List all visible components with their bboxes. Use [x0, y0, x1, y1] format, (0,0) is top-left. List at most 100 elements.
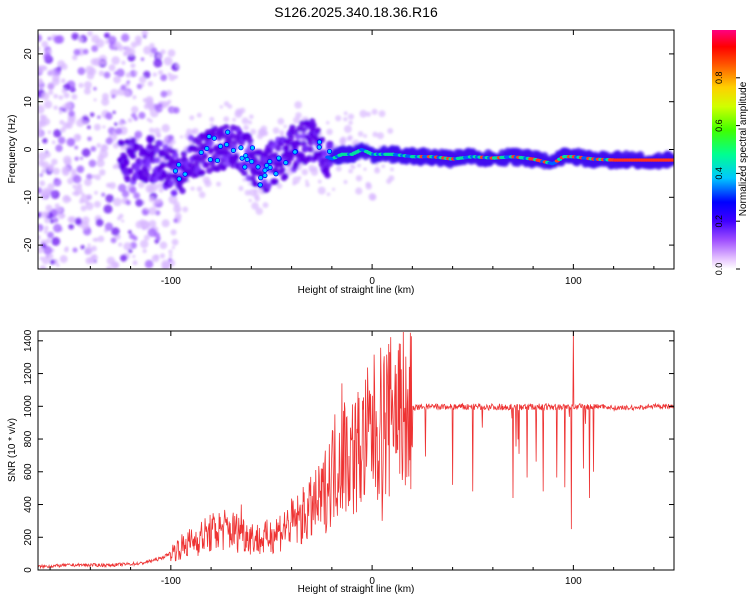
noise-blob [141, 30, 149, 37]
noise-blob [202, 176, 211, 184]
noise-blob [160, 74, 168, 82]
band-blob [153, 156, 161, 164]
noise-blob [142, 248, 147, 254]
noise-blob [62, 122, 70, 130]
noise-blob [42, 187, 51, 196]
noise-blob [110, 237, 117, 244]
band-blob [246, 137, 254, 145]
band-blob [196, 139, 203, 147]
noise-blob [44, 225, 49, 231]
noise-blob [363, 134, 368, 138]
noise-blob [305, 182, 310, 188]
noise-blob [363, 167, 367, 171]
noise-blob [65, 246, 69, 250]
noise-blob [83, 81, 92, 90]
noise-blob [84, 246, 93, 255]
noise-blob [127, 117, 133, 123]
noise-blob [53, 217, 59, 223]
noise-blob [146, 117, 151, 122]
noise-blob [42, 138, 48, 144]
noise-blob [114, 71, 118, 75]
noise-blob [59, 106, 63, 111]
band-blob [168, 179, 175, 187]
noise-blob [95, 38, 105, 48]
bright-spot [217, 143, 224, 149]
noise-blob [91, 174, 96, 179]
noise-blob [123, 242, 132, 251]
noise-blob [105, 112, 113, 120]
noise-blob [121, 219, 125, 223]
bright-spot [242, 164, 248, 170]
noise-blob [51, 77, 60, 86]
noise-blob [161, 124, 170, 133]
noise-blob [276, 183, 283, 189]
noise-blob [80, 156, 84, 160]
band-blob [241, 169, 248, 177]
noise-blob [86, 194, 93, 200]
noise-blob [223, 101, 230, 107]
bright-spot [326, 148, 333, 155]
bright-spot [316, 139, 323, 145]
noise-blob [191, 129, 196, 134]
noise-blob [133, 192, 141, 199]
noise-blob [45, 204, 53, 212]
band-blob [287, 134, 295, 141]
noise-blob [87, 136, 92, 142]
colorbar: 0.0 0.2 0.4 0.6 0.8 Normalized spectral ampl… [712, 30, 749, 275]
noise-blob [196, 112, 202, 118]
noise-blob [128, 249, 133, 254]
noise-blob [317, 186, 326, 195]
band-blob [294, 133, 302, 140]
noise-blob [292, 176, 300, 184]
y-tick-label: 200 [23, 528, 34, 545]
bright-spot [211, 135, 217, 141]
noise-blob [38, 34, 43, 43]
noise-blob [43, 245, 53, 255]
snr-panel: -100 0 100 0 200 400 600 800 1000 1200 1400 Heigh… [7, 329, 675, 595]
colorbar-gradient [712, 30, 736, 269]
noise-blob [108, 35, 117, 45]
noise-blob [250, 128, 257, 135]
colorbar-tick-label: 0.0 [714, 263, 724, 276]
bright-spot [257, 182, 263, 188]
noise-blob [83, 87, 91, 95]
noise-blob [129, 233, 135, 240]
noise-blob [58, 95, 64, 100]
noise-blob [365, 111, 372, 117]
noise-blob [160, 90, 168, 98]
noise-blob [47, 36, 52, 41]
noise-blob [64, 102, 72, 110]
noise-blob [41, 40, 49, 48]
band-blob [127, 167, 134, 175]
colorbar-ticks: 0.0 0.2 0.4 0.6 0.8 [714, 72, 740, 276]
noise-blob [140, 220, 150, 230]
band-blob [199, 169, 206, 176]
noise-blob [283, 124, 287, 129]
noise-blob [198, 191, 206, 199]
noise-blob [256, 133, 264, 140]
noise-blob [149, 53, 154, 57]
noise-blob [301, 168, 309, 176]
noise-blob [74, 156, 79, 161]
noise-blob [355, 175, 363, 182]
noise-blob [196, 186, 203, 192]
bottom-x-axis: -100 0 100 [49, 331, 655, 587]
noise-blob [161, 259, 170, 269]
noise-blob [82, 48, 89, 55]
band-blob [252, 180, 259, 188]
bright-spot [244, 156, 250, 163]
noise-blob [381, 164, 386, 169]
noise-blob [125, 45, 131, 51]
noise-blob [51, 140, 56, 145]
noise-blob [97, 115, 101, 120]
noise-blob [76, 118, 85, 127]
noise-blob [335, 165, 342, 172]
noise-blob [93, 86, 97, 91]
x-tick-label: 100 [565, 276, 582, 287]
noise-blob [223, 116, 230, 123]
noise-blob [78, 82, 84, 88]
noise-blob [249, 114, 254, 120]
noise-blob [105, 137, 113, 145]
noise-blob [172, 106, 180, 114]
